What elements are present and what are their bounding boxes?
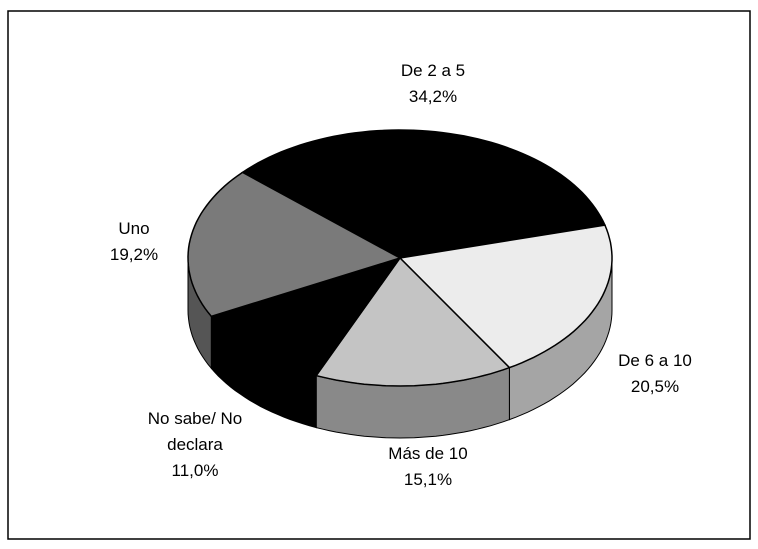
value-label: 15,1% [403,470,453,489]
value-label: 20,5% [630,377,680,396]
category-label: De 2 a 5 [400,61,466,80]
category-label: Más de 10 [388,444,468,463]
slice-label: Más de 10 15,1% [388,441,467,493]
pie-slice [241,129,607,259]
pie-slice [187,171,402,318]
slice-label: Uno 19,2% [110,216,158,268]
category-label: No sabe/ No declara [147,409,243,454]
pie-slice [209,256,402,377]
value-label: 11,0% [171,461,219,480]
pie-slice [398,224,613,369]
value-label: 19,2% [109,245,159,264]
chart-frame [7,10,751,540]
slice-label: De 2 a 5 34,2% [401,58,465,110]
slice-label: De 6 a 10 20,5% [618,348,692,400]
slice-label: No sabe/ No declara 11,0% [135,406,255,484]
pie-slice [314,256,511,387]
category-label: De 6 a 10 [618,351,692,370]
category-label: Uno [118,219,150,238]
value-label: 34,2% [408,87,458,106]
